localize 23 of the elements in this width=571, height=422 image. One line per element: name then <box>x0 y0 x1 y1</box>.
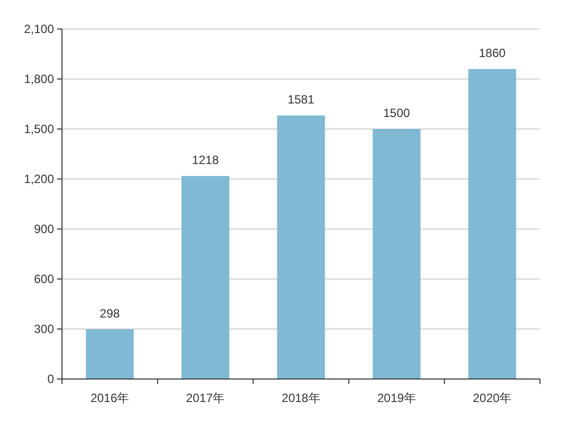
y-tick-label: 300 <box>34 322 54 336</box>
x-tick-label: 2016年 <box>90 391 130 405</box>
data-label: 1500 <box>383 106 410 120</box>
data-label: 1581 <box>288 92 315 106</box>
data-label: 1860 <box>478 46 506 60</box>
data-label: 1218 <box>192 153 220 167</box>
y-tick-label: 600 <box>34 272 54 286</box>
x-tick-label: 2020年 <box>472 391 512 405</box>
y-tick-label: 2,100 <box>24 22 54 36</box>
x-tick-label: 2017年 <box>186 391 225 405</box>
y-tick-label: 1,500 <box>24 122 54 136</box>
x-tick-label: 2019年 <box>377 391 416 405</box>
data-label: 298 <box>100 306 120 320</box>
y-tick-label: 900 <box>34 222 54 236</box>
y-tick-label: 1,200 <box>24 172 54 186</box>
x-tick-label: 2018年 <box>282 391 320 405</box>
bar <box>182 176 230 379</box>
y-tick-label: 1,800 <box>24 72 54 86</box>
bar <box>277 116 325 379</box>
bar <box>86 329 134 379</box>
y-tick-label: 0 <box>47 372 54 386</box>
bar <box>468 69 516 379</box>
bar <box>372 129 420 379</box>
